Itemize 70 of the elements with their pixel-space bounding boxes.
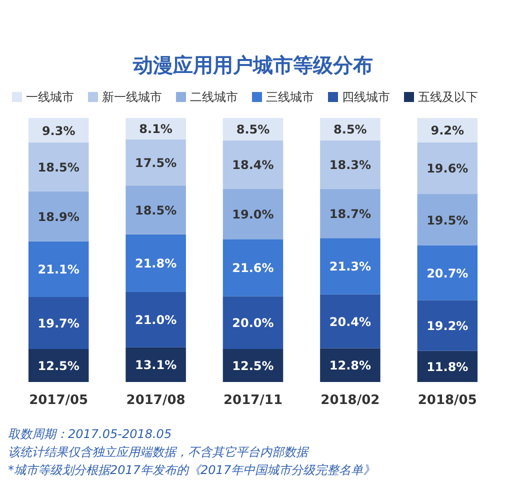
bar: [28, 241, 89, 297]
legend-label: 二线城市: [190, 90, 238, 104]
bar: [222, 239, 284, 296]
bar: [417, 118, 478, 142]
data-label: 9.3%: [42, 124, 76, 138]
legend-label: 三线城市: [266, 90, 314, 104]
bar: [320, 348, 380, 382]
bar: [126, 234, 186, 292]
chart-title: 动漫应用用户城市等级分布: [132, 53, 373, 77]
bar: [222, 349, 284, 382]
x-tick-label: 2018/02: [320, 393, 380, 408]
data-label: 11.8%: [426, 360, 468, 374]
text: *城市等级划分根据2017年发布的《2017年中国城市分级完整名单》: [8, 463, 376, 477]
x-tick-label: 2017/11: [223, 393, 283, 408]
bar: [417, 142, 478, 194]
data-label: 20.7%: [426, 266, 468, 280]
bar: [320, 140, 380, 189]
bar: [417, 246, 478, 300]
bar: [222, 140, 284, 190]
legend-label: 新一线城市: [102, 90, 162, 104]
data-label: 21.1%: [38, 262, 80, 277]
data-label: 20.0%: [232, 316, 274, 330]
bar: [126, 139, 186, 186]
bar: [417, 194, 478, 246]
text: 取数周期：2017.05-2018.05: [8, 427, 172, 441]
data-label: 9.2%: [430, 124, 464, 138]
bar: [28, 191, 89, 242]
data-label: 12.5%: [232, 359, 274, 373]
data-label: 21.8%: [134, 256, 177, 271]
data-label: 8.1%: [139, 122, 172, 136]
x-tick-label: 2017/08: [126, 393, 186, 408]
bar: [417, 300, 478, 351]
data-label: 21.0%: [134, 313, 177, 328]
data-label: 19.2%: [426, 319, 468, 334]
legend-label: 一线城市: [26, 90, 74, 104]
data-label: 18.3%: [329, 158, 372, 172]
legend-label: 四线城市: [342, 90, 390, 104]
bar: [126, 186, 186, 234]
data-label: 18.5%: [134, 204, 177, 218]
data-label: 13.1%: [134, 358, 177, 372]
data-label: 21.3%: [329, 260, 372, 274]
bar: [222, 189, 284, 240]
data-label: 18.5%: [38, 160, 80, 174]
data-label: 18.4%: [232, 158, 274, 172]
bar: [28, 349, 89, 382]
data-label: 18.7%: [329, 206, 372, 221]
data-label: 12.5%: [38, 359, 80, 373]
bar: [320, 188, 380, 238]
data-label: 19.0%: [232, 208, 274, 222]
data-label: 19.6%: [426, 162, 468, 176]
data-label: 21.6%: [232, 261, 274, 276]
bar: [320, 238, 380, 294]
data-label: 8.5%: [334, 122, 367, 137]
text: 该统计结果仅含独立应用端数据，不含其它平台内部数据: [8, 445, 310, 459]
data-label: 19.5%: [426, 213, 468, 228]
bar: [28, 296, 89, 349]
data-label: 18.9%: [38, 210, 80, 224]
data-label: 12.8%: [329, 358, 372, 373]
bar: [28, 142, 89, 192]
x-tick-label: 2018/05: [418, 393, 477, 408]
bar: [320, 294, 380, 348]
bar: [126, 292, 186, 348]
data-label: 20.4%: [329, 314, 372, 329]
data-label: 8.5%: [236, 122, 270, 137]
bar: [222, 296, 284, 349]
x-tick-label: 2017/05: [29, 393, 88, 408]
data-label: 19.7%: [38, 316, 80, 330]
data-label: 17.5%: [134, 156, 177, 170]
legend-label: 五线及以下: [418, 90, 478, 104]
bar: [126, 347, 186, 382]
